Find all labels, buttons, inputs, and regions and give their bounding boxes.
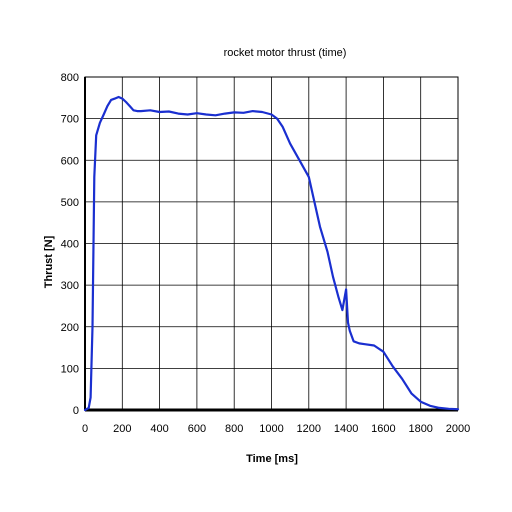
y-axis-ticks: 0 100 200 300 400 500 600 700 800 bbox=[61, 72, 79, 417]
x-axis-label: Time [ms] bbox=[246, 453, 298, 465]
series-group bbox=[83, 95, 460, 412]
x-tick-label: 400 bbox=[150, 423, 168, 435]
y-axis-label: Thrust [N] bbox=[43, 235, 55, 288]
chart-title: rocket motor thrust (time) bbox=[224, 47, 347, 59]
x-tick-label: 2000 bbox=[446, 423, 470, 435]
y-tick-label: 100 bbox=[61, 363, 79, 375]
x-tick-label: 1200 bbox=[297, 423, 321, 435]
x-tick-label: 1600 bbox=[371, 423, 395, 435]
y-tick-label: 600 bbox=[61, 155, 79, 167]
y-tick-label: 400 bbox=[61, 239, 79, 251]
x-tick-label: 1800 bbox=[408, 423, 432, 435]
y-tick-label: 800 bbox=[61, 72, 79, 84]
grid bbox=[85, 77, 458, 410]
x-axis-ticks: 0 200 400 600 800 1000 1200 1400 1600 1800 2000 bbox=[82, 423, 470, 435]
axes bbox=[84, 76, 459, 412]
y-tick-label: 700 bbox=[61, 114, 79, 126]
x-tick-label: 200 bbox=[113, 423, 131, 435]
y-tick-label: 300 bbox=[61, 280, 79, 292]
y-tick-label: 0 bbox=[73, 405, 79, 417]
y-tick-label: 200 bbox=[61, 322, 79, 334]
y-tick-label: 500 bbox=[61, 197, 79, 209]
x-tick-label: 800 bbox=[225, 423, 243, 435]
x-tick-label: 1000 bbox=[259, 423, 283, 435]
x-tick-label: 1400 bbox=[334, 423, 358, 435]
series-line-thrust bbox=[83, 95, 460, 412]
x-tick-label: 600 bbox=[188, 423, 206, 435]
x-tick-label: 0 bbox=[82, 423, 88, 435]
